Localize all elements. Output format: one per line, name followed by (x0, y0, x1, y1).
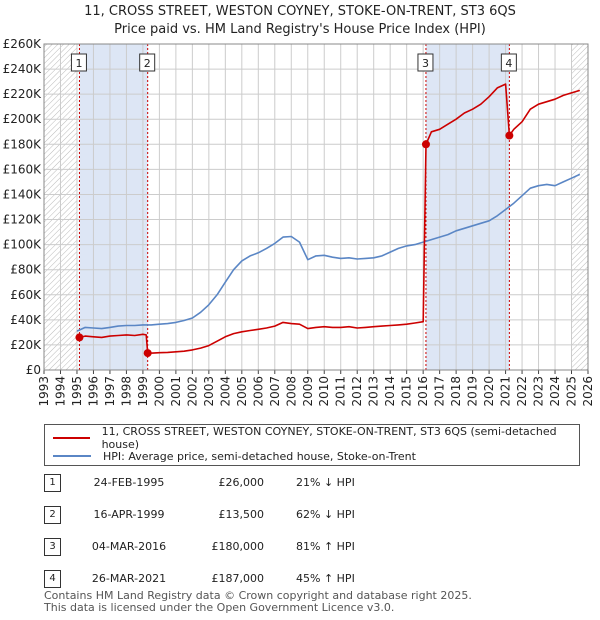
x-tick-label: 2005 (235, 376, 249, 407)
sale-price: £26,000 (218, 476, 265, 489)
x-tick-label: 2002 (185, 376, 199, 407)
y-tick-label: £240K (3, 62, 43, 76)
sale-badge (70, 53, 87, 72)
x-tick-label: 1996 (86, 376, 100, 407)
property-series-line (79, 83, 581, 354)
sale-badge-label: 2 (144, 57, 151, 70)
x-tick-label: 2011 (334, 376, 348, 407)
y-tick-label: £140K (3, 187, 43, 201)
y-tick-label: £0 (26, 363, 41, 377)
hatched-region (571, 44, 588, 370)
x-tick-label: 2008 (284, 376, 298, 407)
x-tick-label: 1999 (136, 376, 150, 407)
x-tick-label: 2007 (268, 376, 282, 407)
x-tick-label: 2021 (499, 376, 513, 407)
y-tick-label: £100K (3, 238, 43, 252)
sale-number-badge: 2 (44, 506, 61, 524)
sale-point (75, 333, 84, 342)
legend: 11, CROSS STREET, WESTON COYNEY, STOKE-O… (44, 424, 580, 466)
table-row: 4 26-MAR-2021 £187,000 45% ↑ HPI (44, 570, 584, 590)
sale-date: 24-FEB-1995 (93, 476, 165, 489)
x-tick-label: 2014 (383, 376, 397, 407)
x-tick-label: 2023 (532, 376, 546, 407)
sale-date: 16-APR-1999 (93, 508, 165, 521)
x-tick-label: 2003 (202, 376, 216, 407)
sale-number-badge: 1 (44, 474, 61, 492)
x-tick-label: 1998 (119, 376, 133, 407)
sale-hpi-diff: 21% ↓ HPI (296, 476, 355, 489)
x-tick-label: 2001 (169, 376, 183, 407)
x-tick-label: 2024 (548, 376, 562, 407)
y-tick-label: £40K (10, 313, 42, 327)
legend-label-hpi: HPI: Average price, semi-detached house,… (103, 449, 416, 463)
x-tick-label: 2000 (152, 376, 166, 407)
x-tick-label: 2022 (515, 376, 529, 407)
legend-swatch-property (53, 437, 90, 439)
x-tick-label: 2026 (581, 376, 595, 407)
legend-label-property: 11, CROSS STREET, WESTON COYNEY, STOKE-O… (101, 425, 557, 451)
x-tick-label: 2013 (367, 376, 381, 407)
y-tick-label: £180K (3, 137, 43, 151)
legend-item-property: 11, CROSS STREET, WESTON COYNEY, STOKE-O… (53, 425, 579, 451)
sale-number-badge: 4 (44, 570, 61, 588)
y-tick-label: £200K (3, 112, 43, 126)
x-tick-label: 1995 (70, 376, 84, 407)
x-tick-label: 2016 (416, 376, 430, 407)
x-tick-label: 2017 (433, 376, 447, 407)
footer-licence: This data is licensed under the Open Gov… (44, 601, 395, 614)
x-tick-label: 2019 (466, 376, 480, 407)
x-tick-label: 2012 (350, 376, 364, 407)
y-tick-label: £60K (10, 288, 42, 302)
x-tick-label: 2020 (482, 376, 496, 407)
sale-period-shading (425, 44, 510, 370)
footer: Contains HM Land Registry data © Crown c… (44, 590, 472, 614)
sale-badge-label: 3 (422, 57, 429, 70)
hpi-series-line (76, 173, 581, 332)
sale-hpi-diff: 62% ↓ HPI (296, 508, 355, 521)
chart-subtitle: Price paid vs. HM Land Registry's House … (114, 22, 486, 37)
table-row: 2 16-APR-1999 £13,500 62% ↓ HPI (44, 506, 584, 526)
x-tick-label: 2004 (218, 376, 232, 407)
table-row: 1 24-FEB-1995 £26,000 21% ↓ HPI (44, 474, 584, 494)
sale-date: 04-MAR-2016 (91, 540, 167, 553)
sale-period-shading (79, 44, 148, 370)
x-tick-label: 2010 (317, 376, 331, 407)
x-tick-label: 2006 (251, 376, 265, 407)
plot-frame (43, 43, 589, 371)
sale-price: £180,000 (211, 540, 265, 553)
sale-price: £13,500 (218, 508, 265, 521)
sale-date: 26-MAR-2021 (91, 572, 167, 585)
sale-price: £187,000 (211, 572, 265, 585)
y-tick-label: £120K (3, 213, 43, 227)
sale-badge-label: 4 (505, 57, 512, 70)
x-tick-label: 2025 (565, 376, 579, 407)
sale-badge (139, 53, 156, 72)
legend-swatch-hpi (53, 455, 91, 457)
y-tick-label: £260K (3, 37, 43, 51)
y-tick-label: £220K (3, 87, 43, 101)
x-tick-label: 2015 (400, 376, 414, 407)
y-tick-label: £80K (10, 263, 42, 277)
sale-badge (500, 53, 517, 72)
legend-item-hpi: HPI: Average price, semi-detached house,… (53, 447, 416, 465)
x-tick-label: 1997 (103, 376, 117, 407)
y-tick-label: £160K (3, 162, 43, 176)
x-tick-label: 1994 (53, 376, 67, 407)
sale-point (421, 140, 430, 149)
sale-hpi-diff: 45% ↑ HPI (296, 572, 355, 585)
sale-badge-label: 1 (75, 57, 82, 70)
table-row: 3 04-MAR-2016 £180,000 81% ↑ HPI (44, 538, 584, 558)
x-tick-label: 1993 (37, 376, 51, 407)
sale-hpi-diff: 81% ↑ HPI (296, 540, 355, 553)
chart-title: 11, CROSS STREET, WESTON COYNEY, STOKE-O… (84, 4, 516, 19)
y-tick-label: £20K (10, 338, 42, 352)
sale-badge (417, 53, 434, 72)
x-tick-label: 2009 (301, 376, 315, 407)
footer-copyright: Contains HM Land Registry data © Crown c… (44, 589, 472, 602)
sale-point (143, 349, 152, 358)
sale-point (505, 131, 514, 140)
price-chart: 1 2 3 4 £0 £20K £40K £60K £80K £100K £120K £140K £1… (3, 37, 595, 407)
sale-number-badge: 3 (44, 538, 61, 556)
x-tick-label: 2018 (449, 376, 463, 407)
